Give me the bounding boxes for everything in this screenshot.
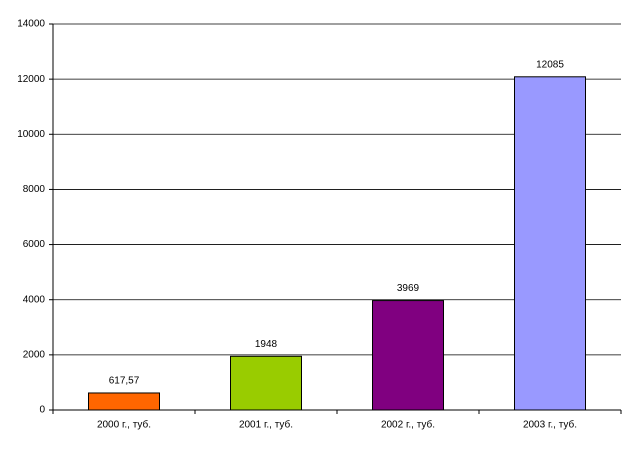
y-tick-label: 12000 <box>17 74 45 85</box>
bar <box>230 355 302 411</box>
x-tick-label: 2000 г., туб. <box>97 419 151 431</box>
value-label: 617,57 <box>109 376 140 387</box>
x-tick-label: 2001 г., туб. <box>239 419 293 431</box>
value-label: 1948 <box>255 339 278 350</box>
y-tick-label: 10000 <box>17 129 45 140</box>
y-tick-label: 2000 <box>23 349 46 360</box>
bar <box>514 76 586 411</box>
y-tick-label: 0 <box>39 405 45 416</box>
y-tick-label: 4000 <box>23 294 46 305</box>
bar <box>372 300 444 411</box>
x-tick-label: 2002 г., туб. <box>381 419 435 431</box>
x-tick-label: 2003 г., туб. <box>523 419 577 431</box>
value-label: 3969 <box>397 283 420 294</box>
y-tick-label: 14000 <box>17 19 45 30</box>
value-label: 12085 <box>536 59 564 70</box>
y-tick-label: 6000 <box>23 239 46 250</box>
y-tick-label: 8000 <box>23 184 46 195</box>
bar <box>88 392 160 411</box>
